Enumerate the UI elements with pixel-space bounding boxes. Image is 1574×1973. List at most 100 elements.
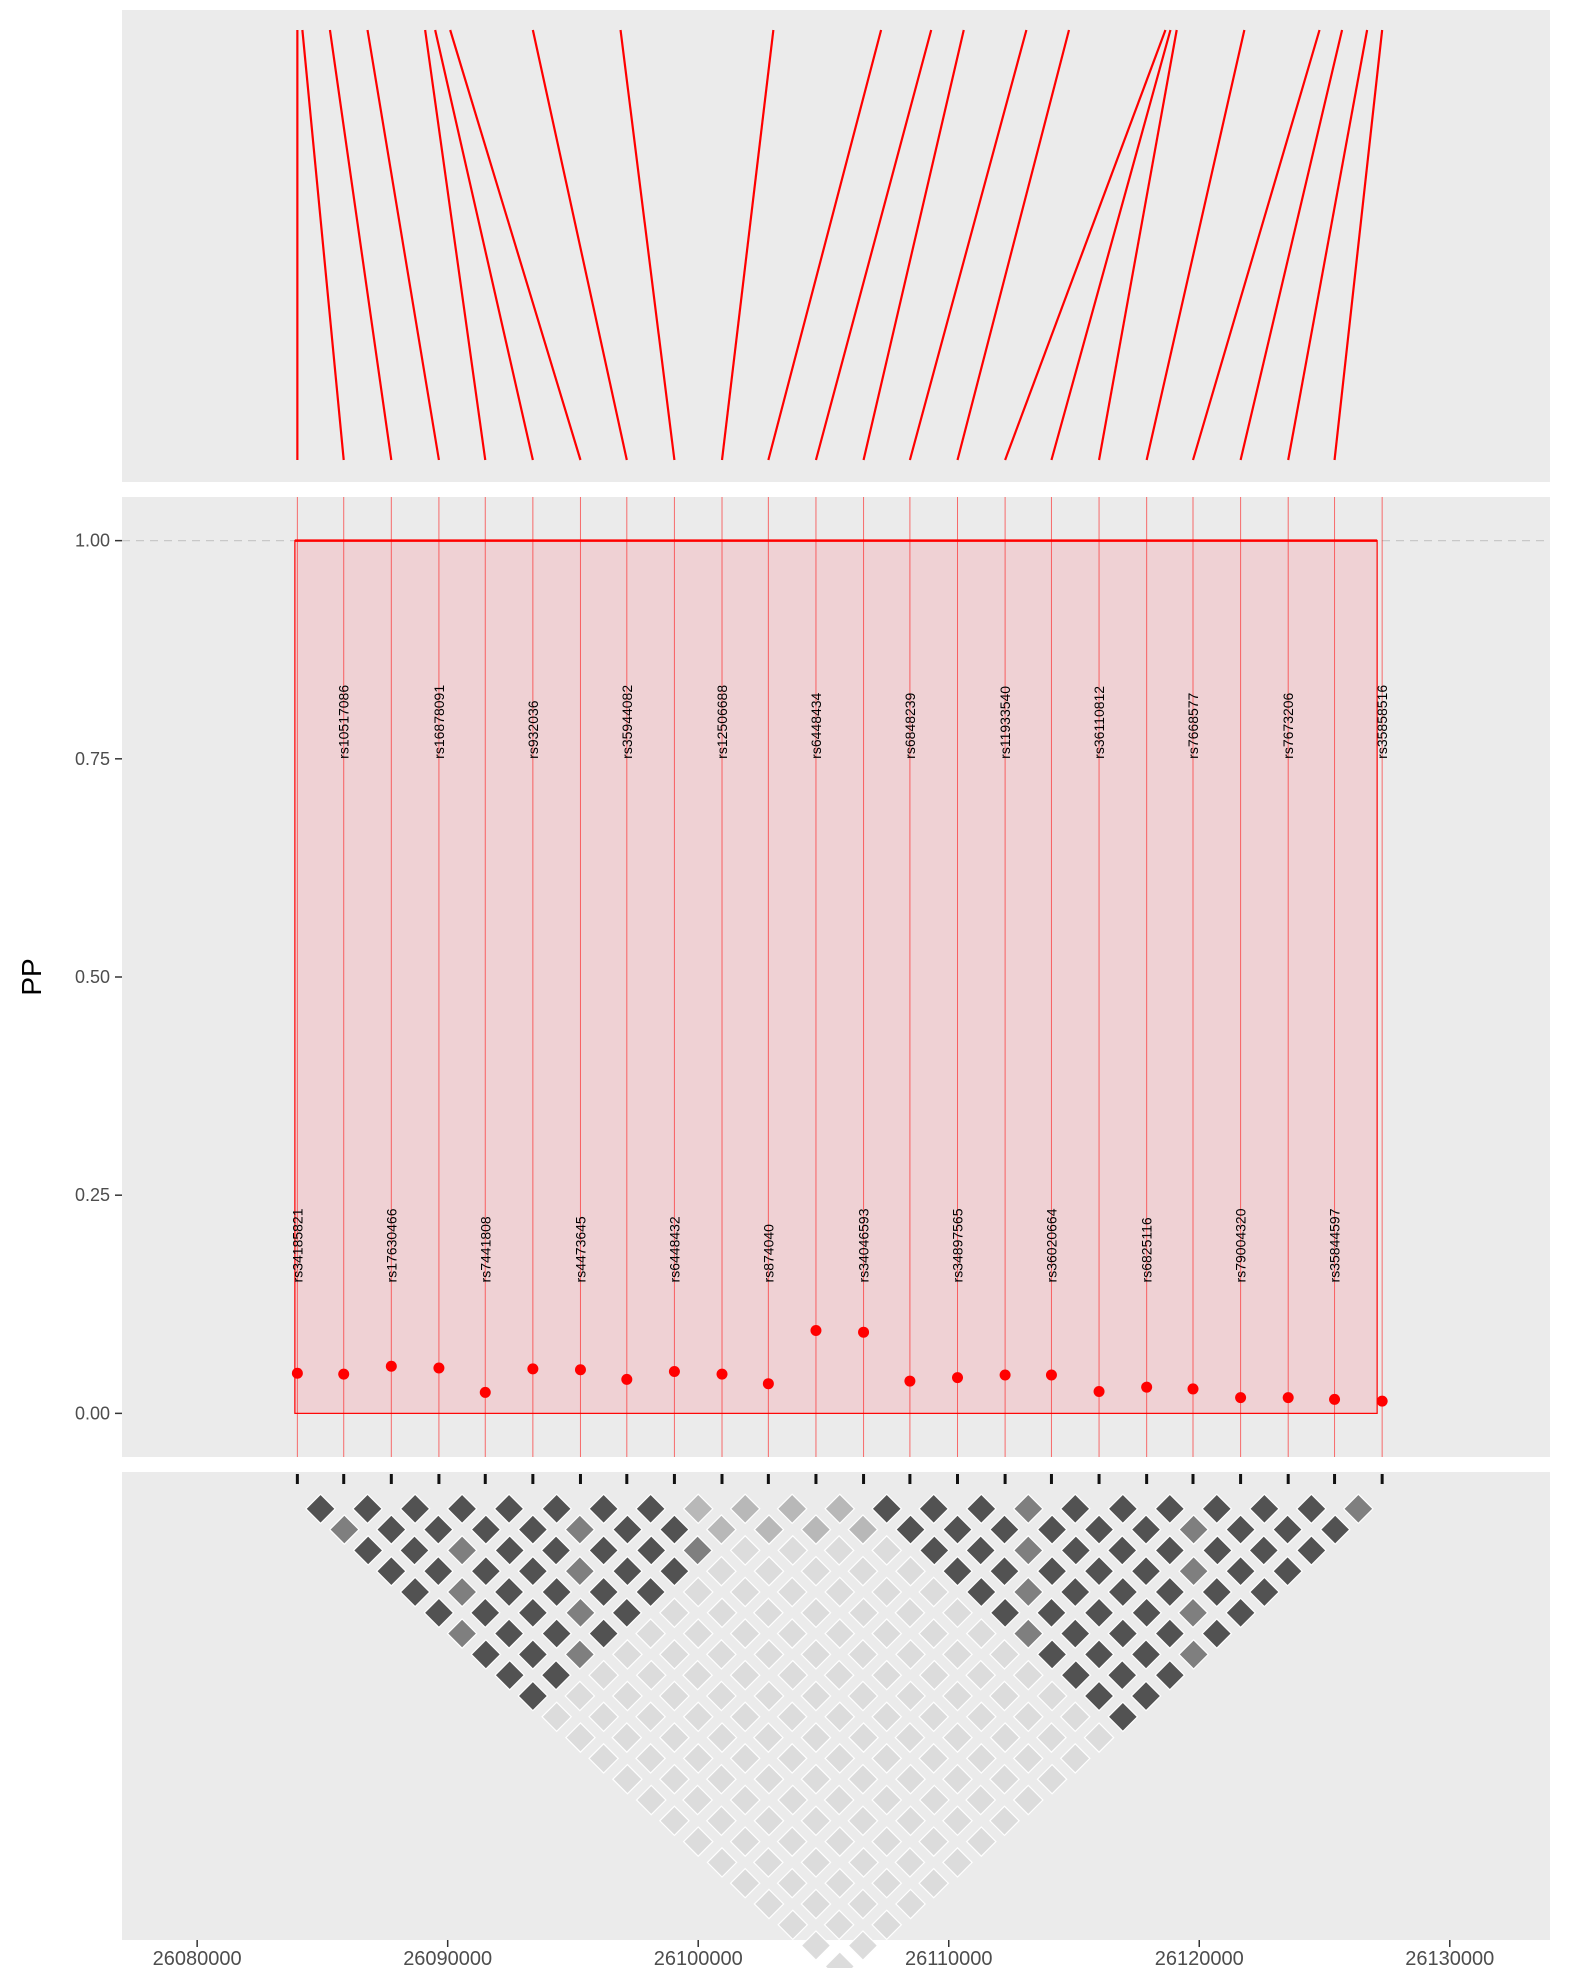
ld-cell [470,1638,502,1670]
connector-line [531,29,628,461]
ld-cell [847,1555,879,1587]
ld-cell [517,1680,549,1712]
ld-cell [611,1514,643,1546]
snp-label: rs79004320 [1233,1208,1249,1282]
ld-cell [352,1493,383,1525]
ld-cell [588,1493,620,1525]
ld-cell [1178,1514,1210,1546]
ld-cell [1177,1597,1209,1629]
connector-line [908,29,1028,461]
ld-cell [399,1576,431,1608]
ld-cell [1107,1576,1139,1608]
connector-line [619,29,676,461]
pp-point [479,1386,491,1398]
ld-cell [541,1576,573,1608]
y-tick-label: 1.00 [75,531,110,551]
ld-cell [752,1846,784,1878]
credible-set-band [294,539,1378,1414]
ld-cell [399,1493,431,1525]
ld-cell [564,1680,596,1712]
ld-cell [895,1888,927,1920]
ld-cell [824,1867,856,1899]
ld-cell [1036,1555,1068,1587]
ld-cell [682,1701,714,1733]
ld-cell [918,1534,950,1566]
ld-cell [847,1930,879,1962]
ld-cell [517,1514,549,1546]
ld-cell [753,1514,785,1546]
connector-line [1097,29,1178,461]
ld-cell [540,1659,572,1691]
ld-cell [918,1493,950,1525]
ld-cell [824,1493,856,1525]
ld-cell [871,1784,903,1816]
ld-cell [1130,1680,1162,1712]
snp-label: rs35944082 [619,685,635,759]
ld-cell [1083,1680,1115,1712]
ld-cell [682,1742,714,1774]
ld-cell [918,1659,950,1691]
ld-cell [894,1597,926,1629]
y-axis-title: PP [16,958,47,995]
ld-cell [682,1534,714,1566]
ld-cell [635,1784,667,1816]
ld-cell [918,1576,950,1608]
ld-cell [1201,1493,1233,1525]
pp-point [999,1369,1011,1381]
ld-cell [635,1618,667,1650]
ld-cell [446,1534,478,1566]
snp-label: rs10517086 [336,685,352,759]
ld-cell [1225,1597,1257,1629]
ld-cell [800,1846,832,1878]
connector-line [366,29,441,461]
ld-cell [1178,1555,1210,1587]
ld-cell [871,1659,903,1691]
ld-cell [1342,1493,1374,1525]
ld-cell [894,1846,926,1878]
ld-cell [729,1618,761,1650]
ld-cell [1012,1659,1044,1691]
ld-cell [918,1618,950,1650]
ld-cell [328,1514,360,1546]
connector-line [424,29,487,461]
ld-cell [1201,1534,1233,1566]
ld-cell [895,1638,927,1670]
ld-cell [965,1659,997,1691]
ld-cell [800,1930,832,1962]
snp-label: rs17630466 [383,1208,399,1282]
ld-cell [777,1909,809,1941]
connector-line [1239,29,1344,461]
ld-cell [989,1555,1020,1587]
ld-cell [658,1680,690,1712]
ld-cell [1154,1534,1186,1566]
ld-cell [895,1805,927,1837]
ld-cell [847,1888,879,1920]
pp-point [1093,1386,1105,1398]
ld-cell [753,1555,785,1587]
ld-cell [823,1659,855,1691]
ld-cell [1130,1555,1162,1587]
ld-cell [658,1555,690,1587]
ld-cell [1012,1742,1044,1774]
ld-cell [824,1701,856,1733]
connector-line [328,29,393,461]
ld-cell [705,1555,737,1587]
ld-cell [1130,1514,1162,1546]
ld-cell [989,1680,1020,1712]
ld-cell [1154,1576,1186,1608]
pp-point [716,1368,728,1380]
pp-point [762,1378,774,1390]
pp-point [527,1363,539,1375]
ld-cell [517,1597,549,1629]
ld-cell [541,1618,573,1650]
snp-label: rs36110812 [1091,686,1107,759]
pp-point [904,1375,916,1387]
ld-heatmap [305,1493,1374,1973]
ld-cell [1154,1493,1186,1525]
ld-cell [800,1680,832,1712]
ld-cell [895,1680,927,1712]
pp-point [1187,1383,1199,1395]
ld-cell [1035,1722,1067,1754]
ld-cell [517,1638,549,1670]
ld-cell [517,1555,549,1587]
